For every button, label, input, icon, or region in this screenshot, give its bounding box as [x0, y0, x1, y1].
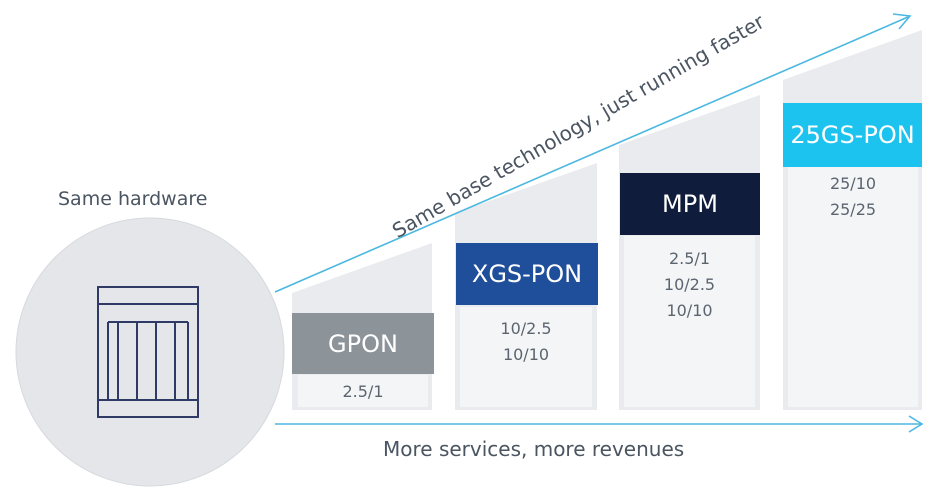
rate-item: 10/10	[666, 301, 713, 320]
rate-item: 2.5/1	[342, 382, 384, 401]
gpon-rates: 2.5/1	[298, 379, 428, 405]
bottom-arrow-head	[908, 415, 924, 433]
25gs-pon-rates: 25/10 25/25	[788, 171, 918, 223]
xgs-pon-label: XGS-PON	[471, 260, 583, 288]
hardware-label: Same hardware	[58, 188, 208, 210]
hardware-circle	[15, 217, 285, 487]
25gs-pon-box: 25GS-PON	[783, 103, 922, 167]
xgs-pon-column	[460, 307, 592, 407]
rate-item: 25/25	[829, 200, 877, 219]
rate-item: 25/10	[829, 174, 877, 193]
gpon-label: GPON	[328, 329, 398, 358]
xgs-pon-rates: 10/2.5 10/10	[460, 316, 592, 368]
diagonal-arrow	[274, 16, 909, 293]
mpm-column	[624, 236, 755, 407]
rate-item: 10/10	[502, 345, 550, 364]
mpm-box: MPM	[620, 173, 760, 235]
25gs-pon-column	[788, 167, 918, 407]
bottom-caption: More services, more revenues	[383, 437, 685, 461]
gpon-box: GPON	[292, 313, 434, 374]
rate-item: 10/2.5	[663, 275, 716, 294]
25gs-pon-label: 25GS-PON	[790, 121, 915, 149]
gpon-column	[298, 375, 428, 407]
mpm-label: MPM	[662, 190, 718, 218]
xgs-pon-box: XGS-PON	[456, 243, 598, 305]
rate-item: 10/2.5	[500, 319, 552, 338]
rate-item: 2.5/1	[668, 249, 710, 268]
mpm-rates: 2.5/1 10/2.5 10/10	[624, 246, 755, 324]
chassis-icon	[97, 286, 199, 418]
diagonal-arrow-head	[892, 13, 912, 30]
